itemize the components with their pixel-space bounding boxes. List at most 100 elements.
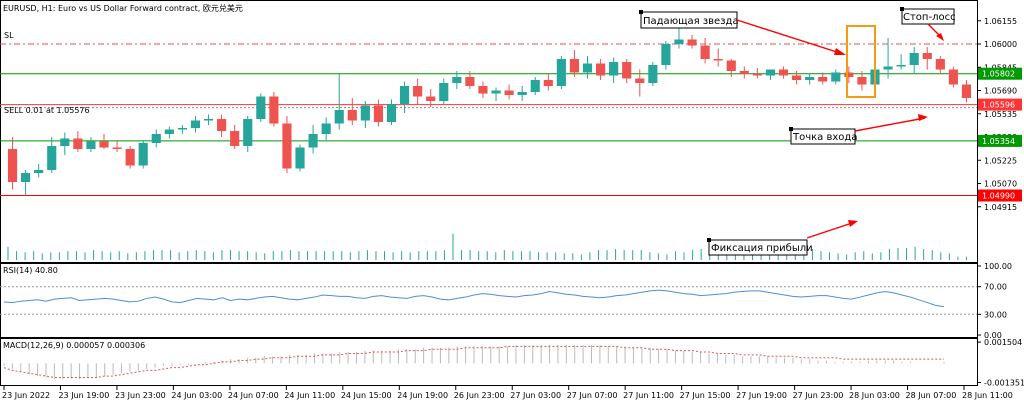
candle-body (609, 62, 619, 76)
candle-body (948, 69, 958, 85)
candle-body (596, 63, 606, 76)
candle-body (99, 141, 109, 148)
level-price-tag (978, 134, 1022, 147)
macd-pane-border (0, 338, 978, 386)
candle-body (34, 170, 44, 173)
candle-body (373, 105, 383, 122)
candle-body (857, 77, 867, 85)
candle-body (530, 80, 540, 92)
rsi-tick-label: 100.00 (984, 262, 1012, 271)
price-tick-label: 1.05535 (984, 110, 1017, 119)
candle-body (778, 69, 789, 76)
time-tick-label: 28 Jun 11:00 (962, 391, 1013, 400)
candle-body (190, 120, 201, 128)
macd-indicator: 0.001504 -0.001351 (3, 338, 1024, 387)
time-tick-label: 27 Jun 07:00 (567, 391, 618, 400)
candle-body (661, 44, 671, 65)
candle-body (138, 143, 148, 166)
candle-body (386, 104, 397, 122)
annotation-entry: Точка входа (789, 114, 928, 145)
candle-body (896, 65, 906, 67)
candle-body (334, 110, 344, 124)
level-price-tag-text: 1.05354 (982, 137, 1015, 146)
sell-order-label: SELL 0.01 at 1.05576 (4, 106, 90, 115)
time-tick-label: 27 Jun 23:00 (793, 391, 844, 400)
time-tick-label: 24 Jun 03:00 (171, 391, 222, 400)
candle-body (883, 66, 893, 70)
macd-tick-label: 0.001504 (984, 338, 1022, 347)
rsi-pane-border (0, 263, 978, 338)
sl-label: SL (4, 31, 14, 40)
price-axis: 1.061551.060001.058451.056901.055351.053… (977, 17, 1022, 212)
candle-body (961, 84, 972, 98)
candle-body (765, 69, 776, 76)
candle-body (256, 96, 266, 119)
candle-body (465, 77, 475, 86)
candle-body (347, 110, 357, 121)
candle-body (818, 77, 828, 82)
candle-body (413, 86, 423, 97)
time-tick-label: 23 Jun 23:00 (115, 391, 166, 400)
candle-body (47, 146, 57, 170)
candle-body (569, 59, 580, 73)
candle-body (321, 123, 331, 134)
candle-body (831, 72, 841, 82)
candle-body (739, 71, 749, 74)
candle-body (203, 119, 214, 121)
candle-body (360, 105, 370, 121)
price-tick-label: 1.05690 (984, 87, 1017, 96)
candle-body (713, 59, 723, 61)
candle-body (478, 86, 488, 94)
price-tick-label: 1.04915 (984, 203, 1017, 212)
annotation-take-profit-text: Фиксация прибыли (711, 243, 813, 254)
candle-body (792, 75, 802, 80)
annotation-entry-text: Точка входа (792, 132, 857, 143)
time-tick-label: 27 Jun 15:00 (680, 391, 731, 400)
candle-body (504, 90, 514, 95)
candle-body (909, 53, 919, 65)
level-price-tag-text: 1.05596 (982, 101, 1015, 110)
candle-body (844, 72, 854, 77)
candle-body (452, 77, 462, 83)
level-price-tag (978, 98, 1022, 111)
candle-body (674, 39, 684, 44)
candle-body (151, 134, 161, 143)
time-tick-label: 27 Jun 03:00 (510, 391, 561, 400)
volume-bars (7, 233, 967, 260)
rsi-indicator: 100.00 70.00 30.00 0.00 (0, 262, 1012, 340)
time-tick-label: 24 Jun 15:00 (341, 391, 392, 400)
candle-body (726, 60, 736, 71)
macd-signal-line (3, 345, 944, 378)
time-axis: 23 Jun 2022 23 Jun 19:00 23 Jun 23:00 24 Ju… (2, 386, 1013, 400)
candle-body (282, 123, 292, 169)
candle-body (805, 77, 815, 80)
price-tick-label: 1.05070 (984, 180, 1017, 189)
candle-body (112, 147, 122, 149)
falling-star-highlight (846, 25, 876, 98)
candle-body (217, 119, 227, 131)
rsi-tick-label: 70.00 (984, 283, 1007, 292)
candle-body (687, 39, 697, 46)
time-tick-label: 24 Jun 19:00 (397, 391, 448, 400)
candle-body (308, 134, 318, 148)
candle-body (935, 59, 945, 70)
time-tick-label: 28 Jun 07:00 (906, 391, 957, 400)
candle-body (21, 173, 31, 182)
annotation-stop-loss: Стоп-лосс (900, 7, 956, 41)
macd-label: MACD(12,26,9) 0.000057 0.000306 (3, 341, 145, 350)
annotation-stop-loss-text: Стоп-лосс (903, 12, 956, 23)
candle-body (399, 86, 410, 104)
candle-body (700, 45, 710, 59)
candle-body (622, 62, 632, 79)
candle-body (556, 59, 566, 86)
annotation-take-profit: Фиксация прибыли (707, 220, 858, 256)
candle-body (230, 131, 240, 146)
candle-body (922, 53, 932, 59)
candle-body (582, 63, 593, 73)
rsi-tick-label: 0.00 (984, 331, 1002, 340)
time-tick-label: 23 Jun 19:00 (58, 391, 109, 400)
time-tick-label: 23 Jun 2022 (2, 391, 50, 400)
rsi-label: RSI(14) 40.80 (3, 266, 58, 275)
time-tick-label: 26 Jun 23:00 (454, 391, 505, 400)
